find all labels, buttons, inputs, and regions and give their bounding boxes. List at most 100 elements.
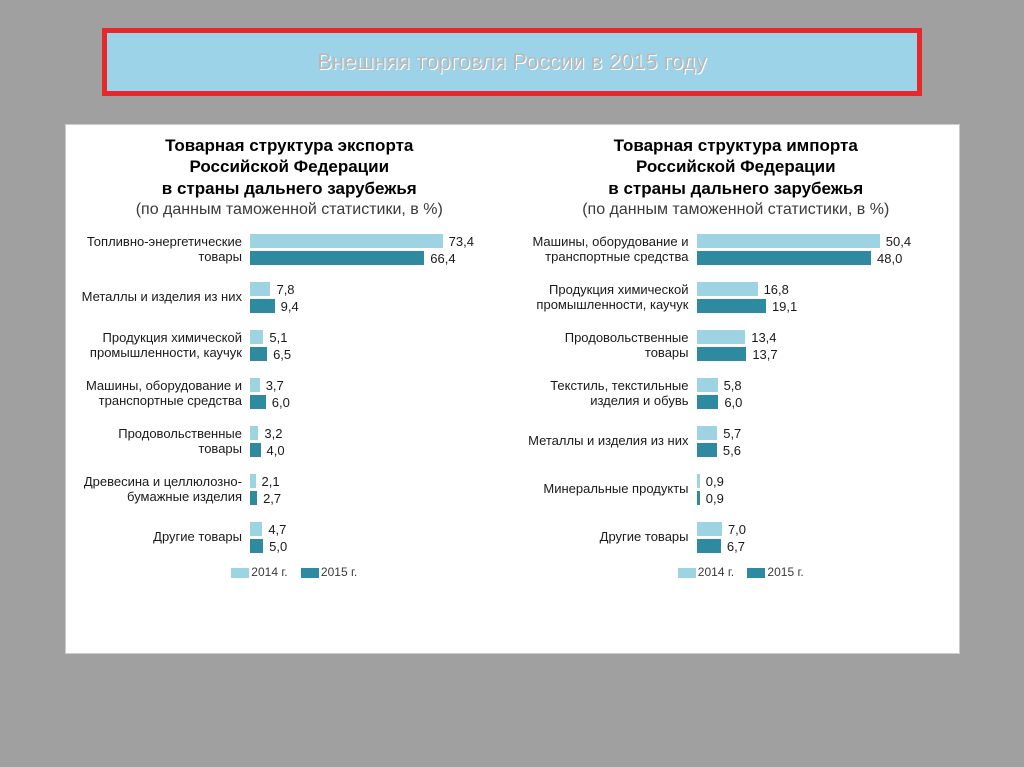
bar-value-2014: 16,8 (764, 282, 789, 297)
category-label: Продовольственные товары (527, 331, 697, 361)
bar-2015-wrap: 4,0 (250, 442, 499, 458)
export-bars-area: Топливно-энергетические товары73,466,4 Ме… (80, 229, 499, 559)
bar-2015-wrap: 5,0 (250, 538, 499, 554)
bar-2014-wrap: 4,7 (250, 521, 499, 537)
bar-2014-wrap: 5,7 (697, 425, 946, 441)
import-legend: 2014 г. 2015 г. (527, 565, 946, 579)
bar-value-2014: 73,4 (449, 234, 474, 249)
title-line: Российской Федерации (189, 157, 389, 176)
export-chart-subtitle: (по данным таможенной статистики, в %) (80, 201, 499, 219)
chart-row: Минеральные продукты0,90,9 (527, 469, 946, 511)
category-label: Продукция химической промышленности, кау… (80, 331, 250, 361)
chart-row: Продукция химической промышленности, кау… (527, 277, 946, 319)
bar-group: 0,90,9 (697, 472, 946, 507)
chart-row: Продовольственные товары 13,4 13,7 (527, 325, 946, 367)
bar-2015 (250, 539, 263, 553)
category-label: Топливно-энергетические товары (80, 235, 250, 265)
bar-2014-wrap: 2,1 (250, 473, 499, 489)
bar-group: 2,12,7 (250, 472, 499, 507)
bar-2015-wrap: 19,1 (697, 298, 946, 314)
title-line: в страны дальнего зарубежья (608, 179, 863, 198)
bar-group: 3,76,0 (250, 376, 499, 411)
bar-group: 5,16,5 (250, 328, 499, 363)
export-chart: Товарная структура экспорта Российской Ф… (66, 125, 513, 653)
chart-row: Металлы и изделия из них5,75,6 (527, 421, 946, 463)
category-label: Металлы и изделия из них (527, 434, 697, 449)
bar-2014 (250, 426, 258, 440)
bar-value-2015: 4,0 (267, 443, 285, 458)
category-label: Другие товары (80, 530, 250, 545)
bar-2015-wrap: 6,0 (697, 394, 946, 410)
bar-2015-wrap: 6,5 (250, 346, 499, 362)
bar-group: 73,466,4 (250, 232, 499, 267)
legend-label-2014: 2014 г. (251, 565, 287, 579)
chart-row: Машины, оборудование и транспортные сред… (527, 229, 946, 271)
export-legend: 2014 г. 2015 г. (80, 565, 499, 579)
legend-swatch-2015 (301, 568, 319, 578)
bar-value-2014: 5,7 (723, 426, 741, 441)
import-chart-subtitle: (по данным таможенной статистики, в %) (527, 201, 946, 219)
bar-2015 (697, 443, 717, 457)
bar-2014-wrap: 3,2 (250, 425, 499, 441)
category-label: Другие товары (527, 530, 697, 545)
bar-2014-wrap: 16,8 (697, 281, 946, 297)
bar-2015-wrap: 13,7 (697, 346, 946, 362)
slide-title: Внешняя торговля России в 2015 году (317, 49, 707, 75)
bar-2014 (697, 330, 746, 344)
chart-row: Другие товары7,06,7 (527, 517, 946, 559)
bar-value-2015: 13,7 (752, 347, 777, 362)
bar-2014-wrap: 50,4 (697, 233, 946, 249)
category-label: Минеральные продукты (527, 482, 697, 497)
bar-value-2014: 2,1 (262, 474, 280, 489)
bar-value-2014: 7,0 (728, 522, 746, 537)
category-label: Древесина и целлюлозно-бумажные изделия (80, 475, 250, 505)
chart-row: Продовольственные товары3,24,0 (80, 421, 499, 463)
bar-group: 4,75,0 (250, 520, 499, 555)
category-label: Машины, оборудование и транспортные сред… (80, 379, 250, 409)
bar-value-2015: 6,5 (273, 347, 291, 362)
bar-group: 13,4 13,7 (697, 328, 946, 363)
export-chart-title: Товарная структура экспорта Российской Ф… (80, 135, 499, 199)
bar-2014-wrap: 7,8 (250, 281, 499, 297)
legend-label-2015: 2015 г. (321, 565, 357, 579)
bar-2015 (697, 251, 872, 265)
bar-group: 16,819,1 (697, 280, 946, 315)
bar-2015 (250, 251, 424, 265)
title-line: Российской Федерации (636, 157, 836, 176)
bar-2014 (250, 474, 256, 488)
bar-value-2015: 5,6 (723, 443, 741, 458)
bar-value-2014: 50,4 (886, 234, 911, 249)
bar-2015 (697, 491, 700, 505)
bar-value-2014: 7,8 (276, 282, 294, 297)
legend-label-2015: 2015 г. (767, 565, 803, 579)
bar-2014 (250, 330, 263, 344)
bar-value-2015: 2,7 (263, 491, 281, 506)
legend-swatch-2014 (678, 568, 696, 578)
chart-row: Металлы и изделия из них7,89,4 (80, 277, 499, 319)
bar-value-2015: 6,0 (272, 395, 290, 410)
bar-group: 5,75,6 (697, 424, 946, 459)
bar-2015-wrap: 9,4 (250, 298, 499, 314)
chart-row: Топливно-энергетические товары73,466,4 (80, 229, 499, 271)
bar-2014 (250, 522, 262, 536)
category-label: Продукция химической промышленности, кау… (527, 283, 697, 313)
chart-row: Машины, оборудование и транспортные сред… (80, 373, 499, 415)
category-label: Текстиль, текстильные изделия и обувь (527, 379, 697, 409)
bar-2015 (250, 395, 266, 409)
bar-2015-wrap: 48,0 (697, 250, 946, 266)
bar-2015 (697, 395, 719, 409)
bar-value-2014: 5,1 (269, 330, 287, 345)
title-line: Товарная структура экспорта (165, 136, 413, 155)
bar-value-2014: 13,4 (751, 330, 776, 345)
bar-2014 (697, 474, 700, 488)
bar-value-2014: 5,8 (724, 378, 742, 393)
bar-value-2014: 3,7 (266, 378, 284, 393)
bar-2015 (250, 299, 275, 313)
bar-2014-wrap: 7,0 (697, 521, 946, 537)
bar-2014 (250, 282, 270, 296)
bar-2015 (697, 299, 766, 313)
bar-2015 (250, 443, 261, 457)
bar-2014 (697, 234, 880, 248)
import-chart-title: Товарная структура импорта Российской Фе… (527, 135, 946, 199)
bar-group: 3,24,0 (250, 424, 499, 459)
